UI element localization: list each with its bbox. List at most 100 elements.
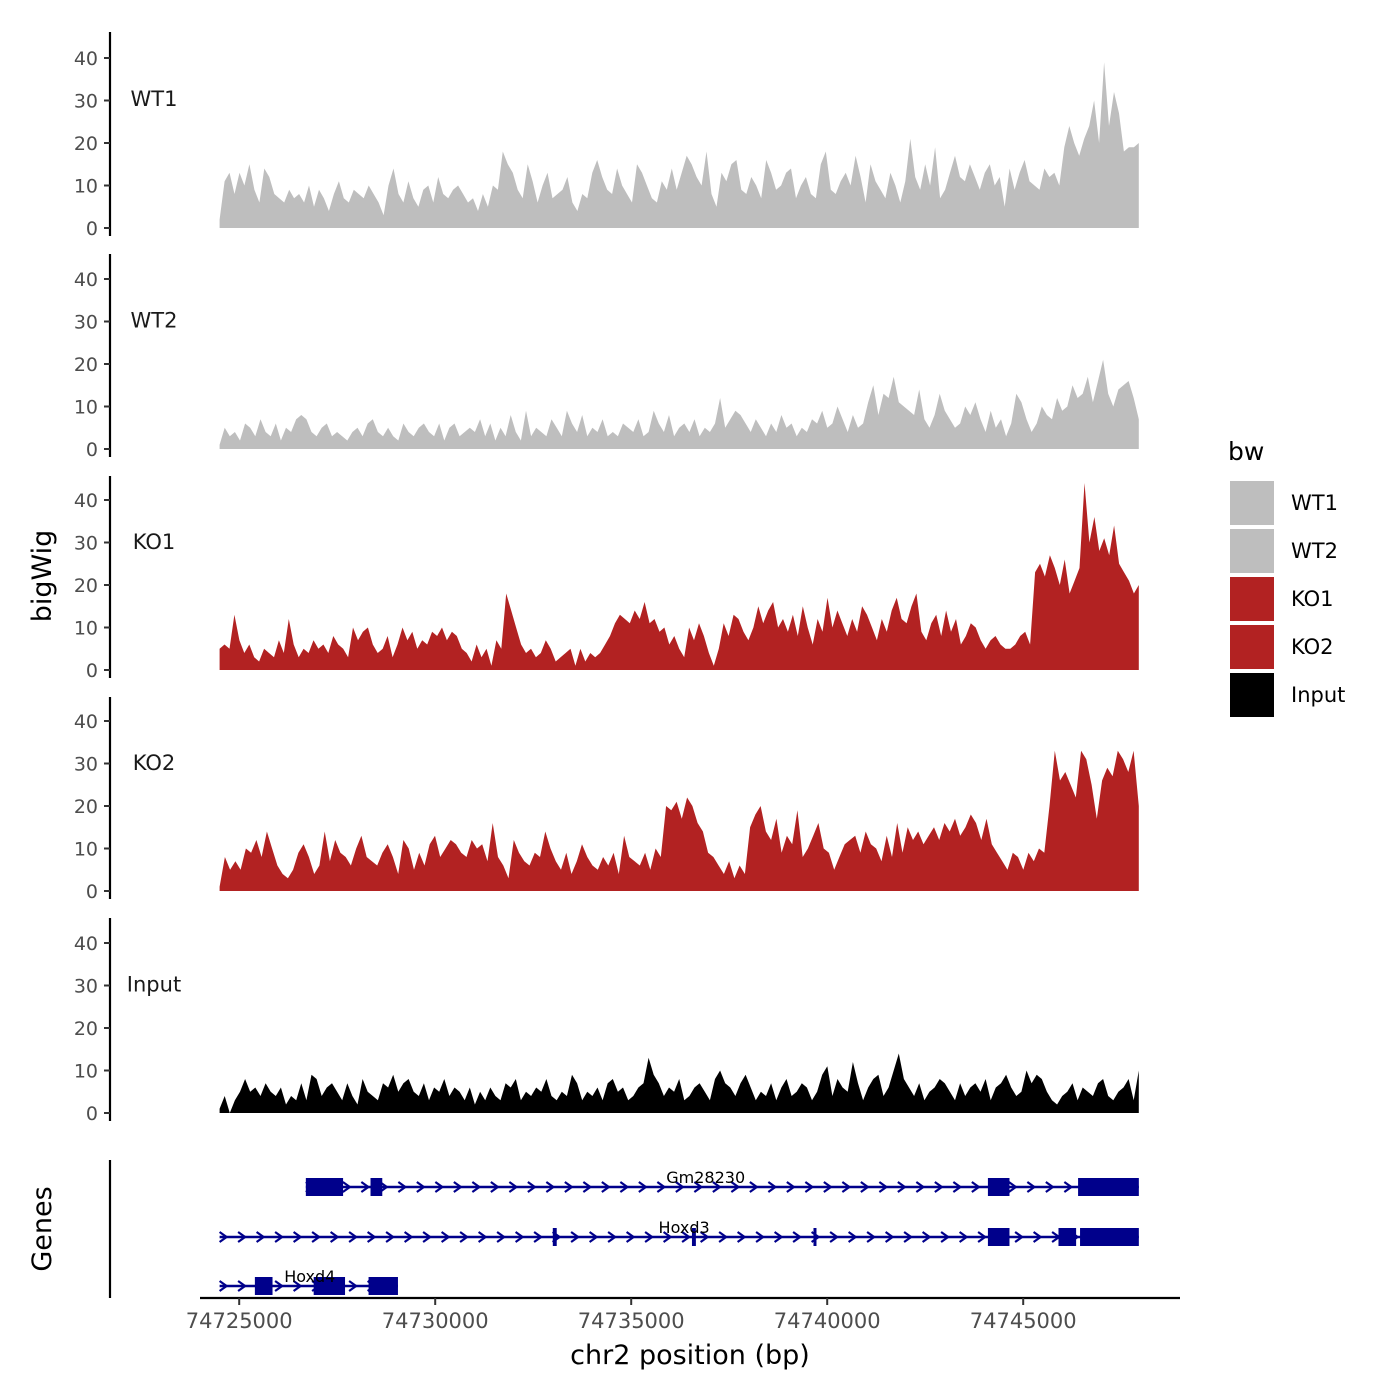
strand-arrow: [1032, 1231, 1043, 1243]
strand-arrow: [366, 1231, 377, 1243]
exon: [987, 1228, 1010, 1246]
strand-arrow: [730, 1181, 741, 1193]
strand-arrow: [564, 1181, 574, 1193]
exon: [1078, 1178, 1139, 1196]
strand-arrow: [971, 1181, 981, 1193]
gene-label: Hoxd4: [284, 1267, 335, 1286]
y-tick-label: 30: [74, 754, 98, 776]
strand-arrow: [755, 1231, 765, 1243]
area-ko1: [219, 483, 1139, 670]
strand-arrow: [385, 1231, 395, 1243]
strand-arrow: [915, 1181, 926, 1193]
y-tick-label: 30: [74, 976, 98, 998]
strand-arrow: [218, 1280, 229, 1292]
track-wt2: 0 10 20 30 40 WT2: [74, 254, 1139, 461]
strand-arrow: [767, 1181, 778, 1193]
exon: [1058, 1228, 1077, 1246]
strand-arrow: [360, 1181, 371, 1193]
legend-swatch: [1230, 481, 1274, 525]
gene-label: Hoxd3: [659, 1218, 710, 1237]
y-tick-label: 0: [86, 439, 98, 461]
x-tick-label: 74730000: [382, 1309, 489, 1333]
strand-arrow: [274, 1231, 284, 1243]
strand-arrow: [681, 1231, 691, 1243]
strand-arrow: [866, 1231, 876, 1243]
y-tick-label: 40: [74, 48, 98, 70]
track-input: 0 10 20 30 40 Input: [74, 918, 1139, 1125]
track-ko2: 0 10 20 30 40 KO2: [74, 697, 1139, 903]
y-tick-label: 20: [74, 575, 98, 597]
strand-arrow: [644, 1231, 654, 1243]
exon: [552, 1228, 557, 1246]
track-ko1: 0 10 20 30 40 KO1: [74, 476, 1139, 682]
y-tick-label: 10: [74, 618, 98, 640]
strand-arrow: [841, 1181, 852, 1193]
strand-arrow: [311, 1231, 321, 1243]
legend-swatch: [1230, 673, 1274, 717]
legend-label: Input: [1291, 683, 1345, 707]
legend-title: bw: [1228, 437, 1264, 466]
strand-arrow: [422, 1231, 432, 1243]
strand-arrow: [736, 1231, 747, 1243]
strand-arrow: [237, 1280, 247, 1292]
strand-arrow: [403, 1231, 414, 1243]
genes-layer: Gm28230 Hoxd3 Hoxd4: [108, 1160, 1139, 1298]
strand-arrow: [638, 1181, 648, 1193]
exon: [691, 1228, 696, 1246]
strand-arrow: [348, 1280, 358, 1292]
exon: [370, 1178, 383, 1196]
strand-arrow: [508, 1181, 519, 1193]
exon: [368, 1277, 398, 1295]
x-tick-label: 74745000: [970, 1309, 1077, 1333]
y-tick-label: 40: [74, 711, 98, 733]
legend: bw WT1 WT2 KO1 KO2 Input: [1228, 437, 1345, 717]
gene-gm28230: Gm28230: [305, 1168, 1139, 1196]
strand-arrow: [342, 1181, 352, 1193]
strand-arrow: [829, 1231, 839, 1243]
strand-arrow: [292, 1280, 303, 1292]
y-tick-label: 0: [86, 660, 98, 682]
track-label: KO1: [133, 530, 176, 554]
strand-arrow: [952, 1181, 963, 1193]
track-label: WT1: [131, 87, 178, 111]
strand-arrow: [847, 1231, 858, 1243]
exon: [987, 1178, 1010, 1196]
area-wt2: [219, 359, 1139, 449]
area-input: [219, 1053, 1139, 1113]
strand-arrow: [662, 1231, 673, 1243]
strand-arrow: [416, 1181, 426, 1193]
track-wt1: 0 10 20 30 40 WT1: [74, 32, 1139, 240]
genes-axis-title: Genes: [27, 1186, 58, 1271]
legend-swatch: [1230, 625, 1274, 669]
x-axis-title: chr2 position (bp): [570, 1340, 810, 1371]
gene-hoxd3: Hoxd3: [218, 1218, 1139, 1246]
strand-arrow: [749, 1181, 759, 1193]
strand-arrow: [527, 1181, 537, 1193]
gene-label: Gm28230: [666, 1168, 745, 1187]
tracks-layer: 0 10 20 30 40 WT1 0 10 20 30 40 WT2 0 10 20 30 40 KO1 0 10 2…: [74, 32, 1139, 1125]
strand-arrow: [878, 1181, 889, 1193]
strand-arrow: [292, 1231, 303, 1243]
strand-arrow: [693, 1181, 704, 1193]
legend-label: KO1: [1291, 587, 1334, 611]
y-tick-label: 10: [74, 839, 98, 861]
strand-arrow: [1063, 1181, 1074, 1193]
area-wt1: [219, 62, 1139, 228]
strand-arrow: [496, 1231, 506, 1243]
y-tick-label: 40: [74, 269, 98, 291]
gene-hoxd4: Hoxd4: [218, 1267, 398, 1295]
strand-arrow: [601, 1181, 611, 1193]
x-axis: 74725000 74730000 74735000 74740000 74745000: [186, 1296, 1180, 1333]
strand-arrow: [921, 1231, 932, 1243]
x-tick-label: 74725000: [186, 1309, 293, 1333]
strand-arrow: [533, 1231, 543, 1243]
strand-arrow: [804, 1181, 815, 1193]
strand-arrow: [699, 1231, 710, 1243]
track-label: KO2: [133, 751, 176, 775]
y-tick-label: 10: [74, 1061, 98, 1083]
track-label: Input: [127, 973, 181, 997]
strand-arrow: [786, 1181, 796, 1193]
strand-arrow: [625, 1231, 636, 1243]
strand-arrow: [607, 1231, 617, 1243]
y-axis-title: bigWig: [27, 530, 58, 623]
